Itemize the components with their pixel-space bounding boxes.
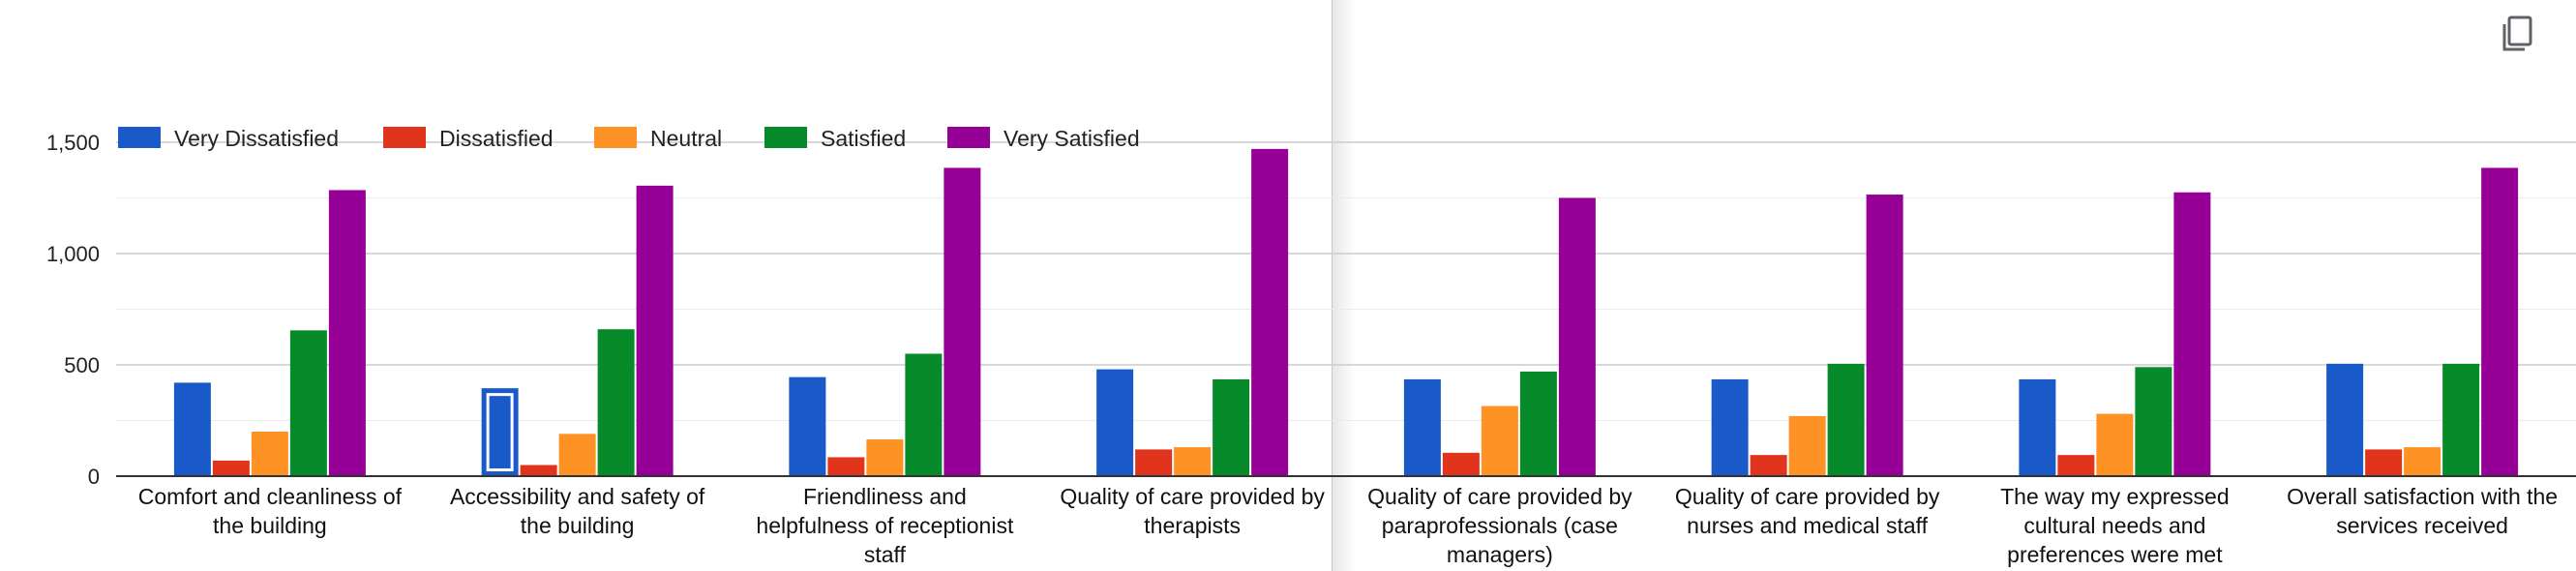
bar-very-satisfied[interactable]	[1251, 148, 1289, 476]
bar-satisfied[interactable]	[1519, 371, 1557, 476]
legend-swatch	[383, 127, 426, 148]
bar-dissatisfied[interactable]	[2057, 455, 2095, 476]
bar-very-dissatisfied[interactable]	[173, 382, 211, 476]
bar-satisfied[interactable]	[1827, 363, 1865, 476]
copy-button[interactable]	[2497, 12, 2541, 56]
y-tick-label: 0	[88, 465, 100, 489]
legend-label: Neutral	[650, 126, 722, 151]
legend-swatch	[118, 127, 161, 148]
legend-swatch	[947, 127, 990, 148]
bar-neutral[interactable]	[1788, 415, 1826, 476]
bar-very-satisfied[interactable]	[944, 167, 981, 476]
category-label: cultural needs and	[2023, 513, 2205, 538]
bar-neutral[interactable]	[1481, 406, 1518, 476]
bar-satisfied[interactable]	[289, 330, 327, 476]
bar-satisfied[interactable]	[1213, 378, 1250, 476]
category-label: Comfort and cleanliness of	[138, 484, 403, 509]
category-label: services received	[2336, 513, 2508, 538]
bar-selection-inner	[489, 396, 511, 468]
bar-dissatisfied[interactable]	[1135, 449, 1173, 476]
bar-neutral[interactable]	[2404, 447, 2441, 476]
y-tick-label: 1,000	[46, 242, 100, 266]
legend-swatch	[594, 127, 637, 148]
category-label: staff	[864, 542, 907, 567]
panel-divider	[1332, 0, 1333, 571]
copy-icon	[2502, 15, 2532, 51]
bar-dissatisfied[interactable]	[1442, 452, 1480, 476]
bar-neutral[interactable]	[2096, 413, 2134, 476]
bar-very-dissatisfied[interactable]	[2019, 378, 2056, 476]
bar-satisfied[interactable]	[597, 329, 635, 476]
category-label: Friendliness and	[803, 484, 967, 509]
category-label: preferences were met	[2007, 542, 2223, 567]
category-label: the building	[521, 513, 635, 538]
legend-swatch	[764, 127, 807, 148]
bar-very-satisfied[interactable]	[2173, 192, 2211, 476]
bar-dissatisfied[interactable]	[1750, 455, 1787, 476]
bar-very-dissatisfied[interactable]	[789, 376, 826, 476]
bar-satisfied[interactable]	[2442, 363, 2480, 476]
bars	[173, 148, 2519, 477]
category-label: Quality of care provided by	[1675, 484, 1940, 509]
y-tick-label: 500	[64, 353, 100, 377]
bar-dissatisfied[interactable]	[520, 465, 557, 477]
category-label: helpfulness of receptionist	[756, 513, 1014, 538]
legend-label: Very Satisfied	[1003, 126, 1140, 151]
category-label: managers)	[1447, 542, 1553, 567]
bar-very-satisfied[interactable]	[2481, 167, 2519, 476]
bar-very-dissatisfied[interactable]	[1403, 378, 1441, 476]
bar-very-satisfied[interactable]	[328, 190, 366, 476]
category-label: paraprofessionals (case	[1382, 513, 1618, 538]
category-label: Quality of care provided by	[1367, 484, 1632, 509]
category-label: the building	[213, 513, 327, 538]
bar-dissatisfied[interactable]	[2365, 449, 2403, 476]
bar-neutral[interactable]	[251, 432, 288, 476]
bar-very-satisfied[interactable]	[636, 185, 674, 476]
bar-neutral[interactable]	[866, 439, 904, 476]
category-label: Quality of care provided by	[1060, 484, 1325, 509]
category-labels: Comfort and cleanliness of the building Ac…	[138, 484, 2558, 567]
category-label: therapists	[1144, 513, 1241, 538]
bar-satisfied[interactable]	[905, 353, 943, 477]
legend-label: Very Dissatisfied	[174, 126, 339, 151]
bar-neutral[interactable]	[558, 434, 596, 476]
y-axis: 0 500 1,000 1,500	[46, 131, 100, 489]
category-label: Accessibility and safety of	[450, 484, 705, 509]
bar-neutral[interactable]	[1174, 447, 1212, 476]
category-label: nurses and medical staff	[1687, 513, 1928, 538]
bar-very-satisfied[interactable]	[1866, 195, 1903, 477]
bar-dissatisfied[interactable]	[212, 460, 250, 476]
bar-dissatisfied[interactable]	[827, 457, 865, 476]
legend-label: Satisfied	[821, 126, 906, 151]
bar-very-satisfied[interactable]	[1558, 197, 1596, 477]
bar-satisfied[interactable]	[2135, 367, 2172, 476]
bar-very-dissatisfied[interactable]	[2326, 363, 2364, 476]
legend-label: Dissatisfied	[439, 126, 554, 151]
category-label: Overall satisfaction with the	[2287, 484, 2558, 509]
category-label: The way my expressed	[2000, 484, 2229, 509]
y-tick-label: 1,500	[46, 131, 100, 155]
legend: Very Dissatisfied Dissatisfied Neutral Sati…	[118, 126, 1140, 151]
bar-very-dissatisfied[interactable]	[1711, 378, 1749, 476]
bar-very-dissatisfied[interactable]	[1096, 369, 1134, 476]
